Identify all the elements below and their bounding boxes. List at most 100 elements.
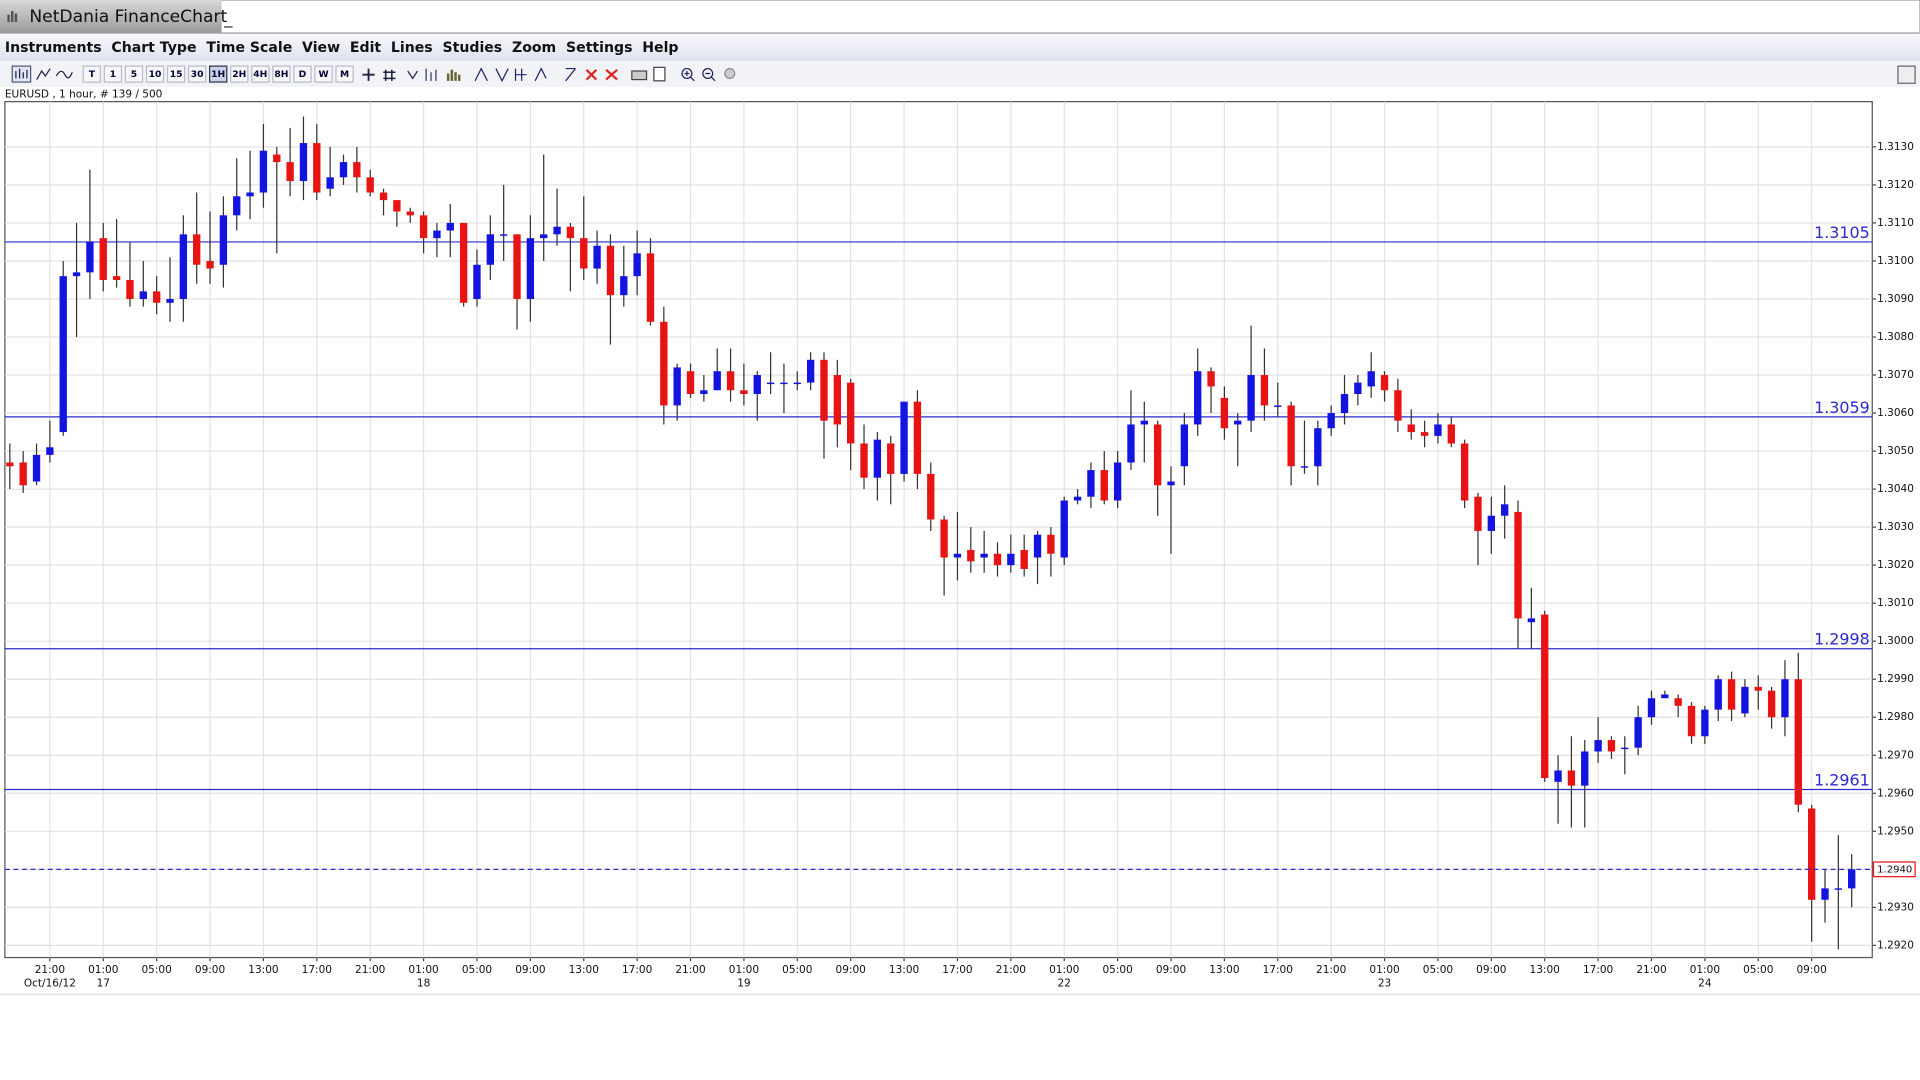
timescale-button[interactable] [230,65,249,83]
y-tick-label: 1.2950 [1877,825,1914,837]
tool-preview[interactable] [653,66,666,82]
menu-item[interactable]: Help [642,40,678,56]
candle-body [1327,413,1335,429]
y-tick-label: 1.3070 [1877,369,1914,381]
candle-body [1087,470,1095,497]
tool-delete[interactable] [585,69,598,81]
candle-body [1674,698,1682,706]
menu-item[interactable]: Zoom [512,40,556,56]
toolbar-icons [11,65,1916,84]
y-tick-label: 1.3000 [1877,635,1914,647]
tool-lines[interactable] [474,67,547,83]
timescale-label: 10 [149,69,162,80]
timescale-label: M [340,69,349,80]
x-tick-label: 09:00 [1796,964,1826,976]
x-tick-label: 21:00 [1316,964,1346,976]
timescale-button[interactable] [335,65,354,83]
timescale-label: 5 [131,69,137,80]
candle-body [1594,740,1602,752]
grid [4,101,1873,958]
title-bar [0,0,1920,34]
y-tick-label: 1.3020 [1877,559,1914,571]
candle-body [1167,481,1175,486]
x-tick-label: 01:00 [408,964,438,976]
timescale-button[interactable] [82,65,102,83]
x-tick-label: 01:00 [1369,964,1399,976]
candle-body [1781,679,1789,718]
axes: 1.2920 1.2930 1.2940 1.2950 1.2960 1.2970 1.29… [24,141,1916,989]
candle-body [1434,424,1442,436]
candle-body [1821,888,1829,900]
timescale-button[interactable] [145,65,165,83]
tool-zoom-reset[interactable] [724,67,736,79]
tool-chart[interactable] [11,65,32,83]
tool-down[interactable] [407,70,419,80]
candle-body [1460,443,1469,501]
timescale-button[interactable] [209,65,228,83]
tool-panel[interactable] [1897,65,1916,84]
menu-item[interactable]: Edit [350,40,382,56]
tool-print[interactable] [631,70,648,81]
x-tick-label: 17:00 [942,964,972,976]
tool-delete-all[interactable] [605,68,618,81]
timescale-button[interactable] [124,65,144,83]
candle-body [1794,679,1802,805]
candle-body [900,401,908,474]
tool-grid[interactable] [383,69,396,81]
candle-body [1474,496,1482,531]
level-label: 1.2998 [1814,630,1870,649]
candle-body [860,443,868,478]
tool-zoom-out[interactable] [702,67,714,79]
menu-item[interactable]: Studies [442,40,502,56]
candle-body [1501,504,1509,516]
menu-item[interactable]: Instruments [5,40,102,56]
candle-body [980,553,988,558]
x-tick-label: 01:00 [1690,964,1720,976]
menu-item[interactable]: Lines [391,40,433,56]
timescale-button[interactable] [272,65,291,83]
candle-body [366,177,374,193]
candle-body [1527,618,1536,623]
tool-volume[interactable] [446,69,461,81]
tool-line[interactable] [36,68,51,80]
candle-body [1647,698,1656,718]
candle-body [1340,394,1349,414]
menu-item[interactable]: Settings [566,40,632,56]
menu-item[interactable]: View [302,40,340,56]
candle-body [233,196,241,216]
candle-body [393,200,401,212]
candle-body [780,382,788,385]
tool-trend[interactable] [565,67,576,82]
candle-body [179,234,188,299]
candle-body [166,298,174,303]
candle-body [646,253,655,322]
candle-body [139,291,147,299]
date-label: 17 [97,977,110,989]
timescale-button[interactable] [293,65,312,83]
last-price-label: 1.2940 [1877,864,1912,875]
candle-body [553,226,561,235]
tool-crosshair[interactable] [362,68,375,81]
candle-body [19,462,27,486]
candle-body [273,154,281,163]
tool-zoom-in[interactable] [681,67,693,79]
candle-body [152,291,161,303]
timescale-button[interactable] [103,65,123,83]
timescale-button[interactable] [314,65,333,83]
tool-bars[interactable] [425,68,437,81]
timescale-button[interactable] [251,65,270,83]
menu: Instruments Chart Type Time Scale View Edit L… [5,40,679,56]
menu-item[interactable]: Time Scale [206,40,292,56]
candle-body [499,234,508,236]
candle-body [753,375,761,395]
candle-body [967,549,975,562]
date-label: 24 [1698,977,1712,989]
timescale-button[interactable] [166,65,186,83]
timescale-button[interactable] [187,65,207,83]
candle-body [1581,751,1589,786]
tool-area[interactable] [55,70,73,79]
menu-item[interactable]: Chart Type [111,40,196,56]
y-tick-label: 1.3010 [1877,597,1914,609]
